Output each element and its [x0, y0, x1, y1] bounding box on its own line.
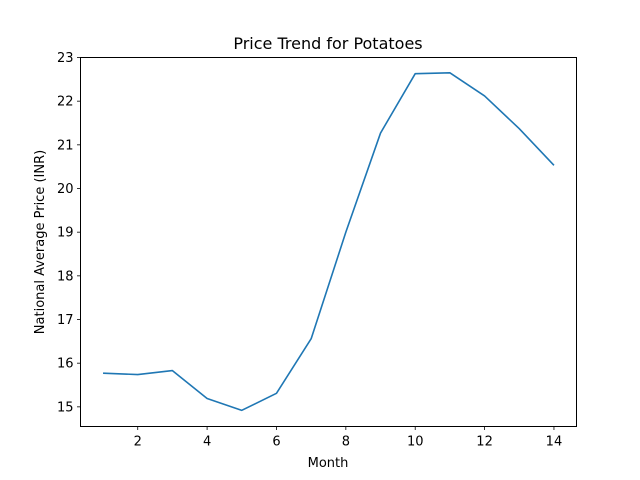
y-tick-label: 22: [57, 95, 74, 110]
x-tick-label: 4: [203, 435, 211, 450]
x-tick-label: 6: [272, 435, 280, 450]
y-tick-label: 18: [57, 269, 74, 284]
y-tick-label: 19: [57, 226, 74, 241]
x-tick-label: 10: [407, 435, 424, 450]
x-tick-label: 2: [134, 435, 142, 450]
x-tick-label: 14: [546, 435, 563, 450]
x-tick-label: 8: [342, 435, 350, 450]
y-tick-label: 20: [57, 182, 74, 197]
chart-title: Price Trend for Potatoes: [233, 34, 422, 53]
y-tick-label: 23: [57, 51, 74, 66]
y-tick-label: 15: [57, 400, 74, 415]
x-axis-label: Month: [308, 456, 349, 471]
y-tick-label: 21: [57, 138, 74, 153]
y-tick-label: 17: [57, 313, 74, 328]
series-line-0: [103, 71, 555, 412]
x-tick-label: 12: [476, 435, 493, 450]
plot-area-frame: [80, 57, 577, 427]
y-axis-label: National Average Price (INR): [33, 150, 48, 334]
y-tick-label: 16: [57, 357, 74, 372]
